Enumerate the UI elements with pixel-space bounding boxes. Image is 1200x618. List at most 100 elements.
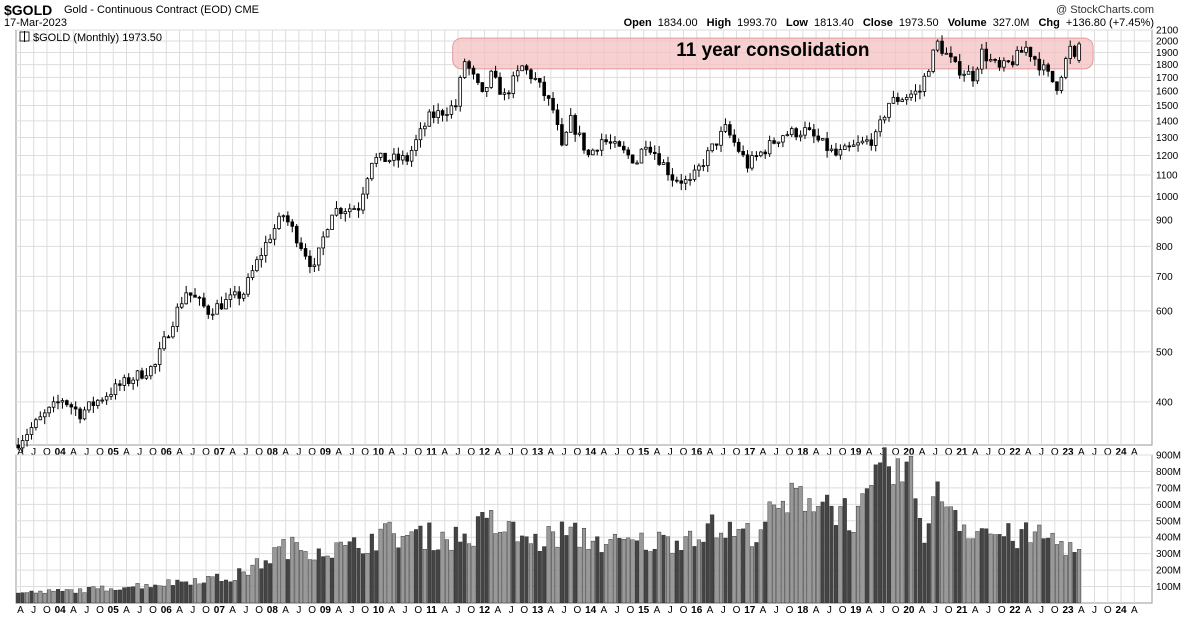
volume-bar[interactable] <box>537 551 542 604</box>
volume-bar[interactable] <box>926 523 931 604</box>
candle[interactable] <box>560 117 564 147</box>
candle[interactable] <box>714 143 719 150</box>
candle[interactable] <box>794 127 798 141</box>
volume-bar[interactable] <box>520 535 525 604</box>
candle[interactable] <box>462 58 467 79</box>
volume-bar[interactable] <box>427 522 432 604</box>
volume-bar[interactable] <box>913 498 918 604</box>
volume-bar[interactable] <box>515 541 520 604</box>
volume-bar[interactable] <box>962 524 967 604</box>
candle[interactable] <box>427 109 432 127</box>
volume-bar[interactable] <box>807 498 812 604</box>
candle[interactable] <box>657 145 661 167</box>
volume-bar[interactable] <box>135 583 140 604</box>
candle[interactable] <box>966 65 971 75</box>
volume-bar[interactable] <box>758 529 763 604</box>
candle[interactable] <box>149 365 153 380</box>
volume-bar[interactable] <box>276 546 282 604</box>
volume-bar[interactable] <box>294 542 299 604</box>
volume-bar[interactable] <box>864 488 869 604</box>
volume-bar[interactable] <box>886 466 892 604</box>
volume-bar[interactable] <box>352 537 357 604</box>
volume-bar[interactable] <box>109 588 114 604</box>
volume-bar[interactable] <box>723 537 728 604</box>
candle[interactable] <box>776 141 781 148</box>
candle[interactable] <box>980 43 984 75</box>
volume-bar[interactable] <box>661 534 666 604</box>
volume-bar[interactable] <box>1063 555 1068 604</box>
volume-bar[interactable] <box>360 553 366 604</box>
volume-bar[interactable] <box>241 571 246 604</box>
candle[interactable] <box>520 65 524 72</box>
volume-bar[interactable] <box>948 506 953 604</box>
volume-bar[interactable] <box>506 521 511 604</box>
candle[interactable] <box>860 136 865 145</box>
candle[interactable] <box>277 212 281 230</box>
candle[interactable] <box>431 105 436 124</box>
candle[interactable] <box>661 159 666 165</box>
volume-bar[interactable] <box>228 581 233 604</box>
volume-bar[interactable] <box>383 523 388 604</box>
volume-bar[interactable] <box>405 534 410 604</box>
volume-bar[interactable] <box>493 533 498 604</box>
candle[interactable] <box>927 69 931 77</box>
candle[interactable] <box>1028 46 1033 62</box>
candle[interactable] <box>608 134 613 150</box>
candle[interactable] <box>118 379 122 391</box>
volume-bar[interactable] <box>303 551 308 604</box>
candle[interactable] <box>962 70 966 82</box>
volume-bar[interactable] <box>798 486 803 604</box>
volume-bar[interactable] <box>1010 540 1015 604</box>
volume-bar[interactable] <box>325 555 330 604</box>
candle[interactable] <box>595 149 600 156</box>
volume-bar[interactable] <box>51 590 56 604</box>
volume-bar[interactable] <box>701 541 706 604</box>
candle[interactable] <box>586 148 591 158</box>
volume-bar[interactable] <box>683 536 688 604</box>
candle[interactable] <box>688 173 692 186</box>
candle[interactable] <box>255 256 259 273</box>
volume-bar[interactable] <box>201 582 206 604</box>
candle[interactable] <box>701 159 706 172</box>
candle[interactable] <box>705 147 710 172</box>
candle[interactable] <box>935 39 940 53</box>
volume-bar[interactable] <box>856 505 861 604</box>
candle[interactable] <box>887 102 891 122</box>
volume-bar[interactable] <box>219 581 224 604</box>
candle[interactable] <box>228 288 233 308</box>
volume-bar[interactable] <box>312 559 317 604</box>
candle[interactable] <box>454 99 458 111</box>
volume-bar[interactable] <box>586 549 591 604</box>
volume-bar[interactable] <box>608 539 613 604</box>
candle[interactable] <box>126 373 131 387</box>
volume-bar[interactable] <box>542 546 547 604</box>
candle[interactable] <box>807 122 812 131</box>
candle[interactable] <box>666 156 670 181</box>
candle[interactable] <box>750 151 754 171</box>
volume-bar[interactable] <box>665 536 670 604</box>
candle[interactable] <box>697 163 701 177</box>
candle[interactable] <box>374 153 379 168</box>
volume-bar[interactable] <box>727 521 732 604</box>
candle[interactable] <box>440 108 445 122</box>
volume-bar[interactable] <box>369 533 374 604</box>
candle[interactable] <box>772 137 776 145</box>
candle[interactable] <box>263 235 268 263</box>
volume-bar[interactable] <box>617 537 622 604</box>
volume-bar[interactable] <box>842 498 847 604</box>
candle[interactable] <box>856 135 860 152</box>
candle[interactable] <box>997 57 1002 71</box>
candle[interactable] <box>988 53 993 63</box>
volume-bar[interactable] <box>409 531 414 604</box>
volume-bar[interactable] <box>307 559 312 604</box>
candle[interactable] <box>356 202 361 218</box>
volume-bar[interactable] <box>78 588 83 604</box>
volume-bar[interactable] <box>776 508 781 604</box>
volume-bar[interactable] <box>356 547 361 604</box>
volume-bar[interactable] <box>170 585 175 604</box>
candle[interactable] <box>1006 59 1011 64</box>
candle[interactable] <box>436 103 440 124</box>
candle[interactable] <box>471 65 476 80</box>
candle[interactable] <box>944 47 949 55</box>
